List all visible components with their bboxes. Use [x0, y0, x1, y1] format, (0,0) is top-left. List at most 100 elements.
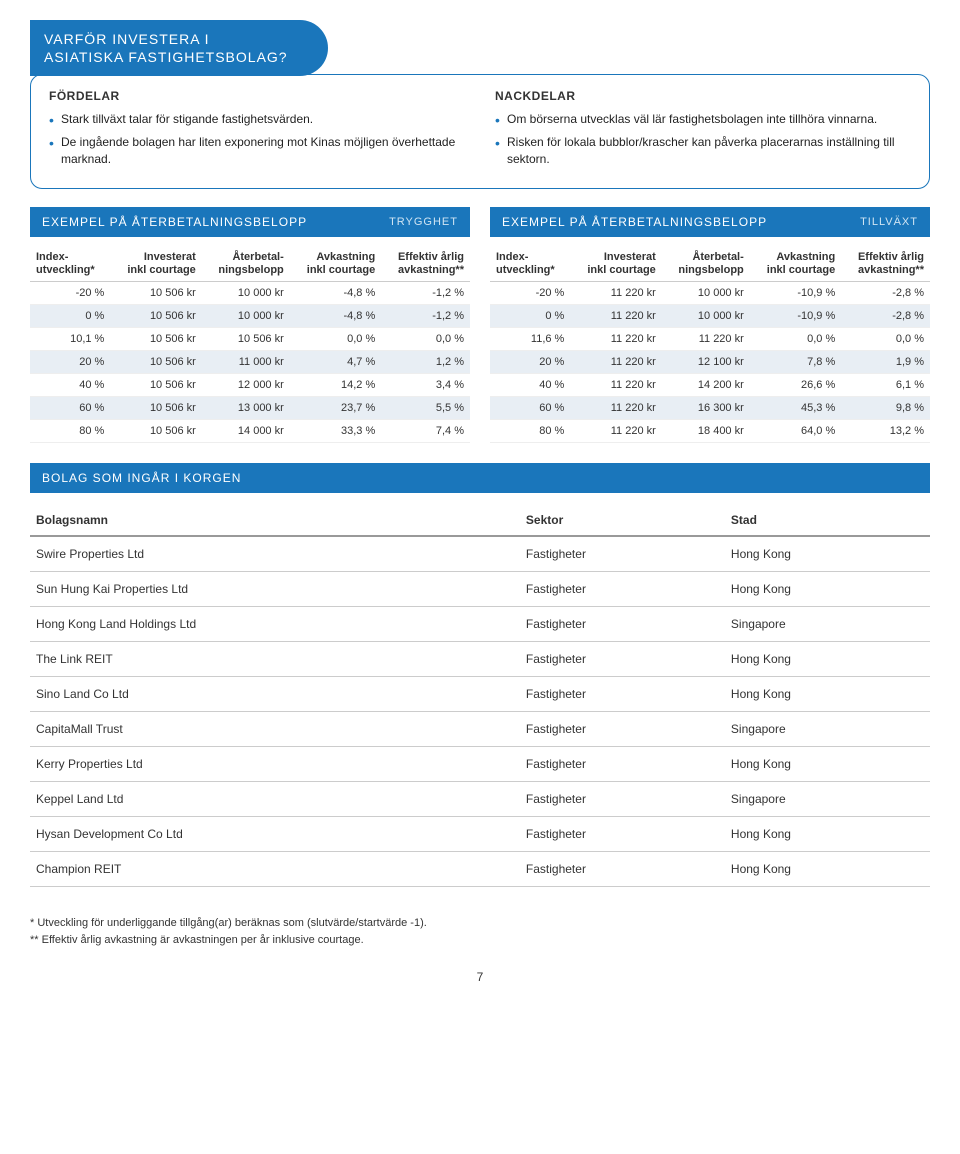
- table-row: 80 %11 220 kr18 400 kr64,0 %13,2 %: [490, 420, 930, 443]
- table-cell: Hong Kong Land Holdings Ltd: [30, 607, 520, 642]
- example-title: EXEMPEL PÅ ÅTERBETALNINGSBELOPP: [42, 215, 307, 229]
- table-cell: 11 220 kr: [570, 351, 661, 374]
- table-cell: Fastigheter: [520, 572, 725, 607]
- table-body: -20 %10 506 kr10 000 kr-4,8 %-1,2 %0 %10…: [30, 282, 470, 443]
- table-cell: 11 220 kr: [662, 328, 750, 351]
- table-cell: 20 %: [30, 351, 110, 374]
- table-body: Swire Properties LtdFastigheterHong Kong…: [30, 536, 930, 887]
- table-cell: Fastigheter: [520, 642, 725, 677]
- pros-column: FÖRDELAR Stark tillväxt talar för stigan…: [49, 89, 465, 173]
- table-cell: Singapore: [725, 607, 930, 642]
- column-header: Avkastninginkl courtage: [750, 247, 841, 282]
- table-cell: 80 %: [30, 420, 110, 443]
- table-cell: Fastigheter: [520, 677, 725, 712]
- table-cell: 13,2 %: [841, 420, 930, 443]
- table-cell: 13 000 kr: [202, 397, 290, 420]
- table-cell: Hong Kong: [725, 747, 930, 782]
- table-cell: 10 506 kr: [110, 282, 201, 305]
- callout-body: FÖRDELAR Stark tillväxt talar för stigan…: [30, 74, 930, 188]
- table-cell: -1,2 %: [381, 305, 470, 328]
- table-cell: 60 %: [30, 397, 110, 420]
- callout-title-line1: VARFÖR INVESTERA I: [44, 31, 210, 47]
- table-row: Hong Kong Land Holdings LtdFastigheterSi…: [30, 607, 930, 642]
- example-table-trygghet: Index-utveckling*Investeratinkl courtage…: [30, 247, 470, 443]
- table-cell: Hong Kong: [725, 536, 930, 572]
- list-item: De ingående bolagen har liten exponering…: [49, 134, 465, 168]
- table-row: Sun Hung Kai Properties LtdFastigheterHo…: [30, 572, 930, 607]
- table-cell: 14 000 kr: [202, 420, 290, 443]
- table-cell: 60 %: [490, 397, 570, 420]
- table-cell: 45,3 %: [750, 397, 841, 420]
- table-cell: 11 220 kr: [570, 282, 661, 305]
- column-header: Effektiv årligavkastning**: [841, 247, 930, 282]
- table-cell: -10,9 %: [750, 282, 841, 305]
- table-cell: 20 %: [490, 351, 570, 374]
- list-item: Om börserna utvecklas väl lär fastighets…: [495, 111, 911, 128]
- example-title: EXEMPEL PÅ ÅTERBETALNINGSBELOPP: [502, 215, 767, 229]
- table-cell: Fastigheter: [520, 852, 725, 887]
- table-row: 40 %10 506 kr12 000 kr14,2 %3,4 %: [30, 374, 470, 397]
- table-row: Kerry Properties LtdFastigheterHong Kong: [30, 747, 930, 782]
- table-cell: 40 %: [490, 374, 570, 397]
- table-cell: 14,2 %: [290, 374, 381, 397]
- table-cell: 64,0 %: [750, 420, 841, 443]
- table-cell: 10 506 kr: [110, 351, 201, 374]
- table-row: 20 %11 220 kr12 100 kr7,8 %1,9 %: [490, 351, 930, 374]
- list-item: Risken för lokala bubblor/krascher kan p…: [495, 134, 911, 168]
- table-row: Swire Properties LtdFastigheterHong Kong: [30, 536, 930, 572]
- table-cell: Fastigheter: [520, 817, 725, 852]
- table-cell: -1,2 %: [381, 282, 470, 305]
- table-cell: 80 %: [490, 420, 570, 443]
- table-cell: 1,2 %: [381, 351, 470, 374]
- column-header: Stad: [725, 505, 930, 536]
- example-tag: TILLVÄXT: [860, 216, 918, 228]
- table-body: -20 %11 220 kr10 000 kr-10,9 %-2,8 %0 %1…: [490, 282, 930, 443]
- table-row: 60 %11 220 kr16 300 kr45,3 %9,8 %: [490, 397, 930, 420]
- table-cell: 12 000 kr: [202, 374, 290, 397]
- table-cell: 16 300 kr: [662, 397, 750, 420]
- table-cell: 0,0 %: [750, 328, 841, 351]
- table-cell: 10 000 kr: [662, 305, 750, 328]
- footnote-2: ** Effektiv årlig avkastning är avkastni…: [30, 932, 930, 949]
- column-header: Investeratinkl courtage: [110, 247, 201, 282]
- page-number: 7: [30, 970, 930, 984]
- table-cell: 14 200 kr: [662, 374, 750, 397]
- column-header: Sektor: [520, 505, 725, 536]
- callout-title-line2: ASIATISKA FASTIGHETSBOLAG?: [44, 49, 288, 65]
- table-cell: Hong Kong: [725, 642, 930, 677]
- table-row: -20 %10 506 kr10 000 kr-4,8 %-1,2 %: [30, 282, 470, 305]
- table-cell: 6,1 %: [841, 374, 930, 397]
- table-row: 0 %11 220 kr10 000 kr-10,9 %-2,8 %: [490, 305, 930, 328]
- column-header: Index-utveckling*: [30, 247, 110, 282]
- example-block-trygghet: EXEMPEL PÅ ÅTERBETALNINGSBELOPP TRYGGHET…: [30, 207, 470, 443]
- table-row: Champion REITFastigheterHong Kong: [30, 852, 930, 887]
- table-cell: 11 220 kr: [570, 305, 661, 328]
- table-row: 40 %11 220 kr14 200 kr26,6 %6,1 %: [490, 374, 930, 397]
- column-header: Investeratinkl courtage: [570, 247, 661, 282]
- table-cell: 0,0 %: [290, 328, 381, 351]
- table-cell: -20 %: [490, 282, 570, 305]
- table-cell: 9,8 %: [841, 397, 930, 420]
- column-header: Återbetal-ningsbelopp: [662, 247, 750, 282]
- table-cell: 33,3 %: [290, 420, 381, 443]
- table-cell: 10 506 kr: [110, 328, 201, 351]
- table-cell: -10,9 %: [750, 305, 841, 328]
- example-header: EXEMPEL PÅ ÅTERBETALNINGSBELOPP TRYGGHET: [30, 207, 470, 237]
- table-cell: Fastigheter: [520, 712, 725, 747]
- table-row: 60 %10 506 kr13 000 kr23,7 %5,5 %: [30, 397, 470, 420]
- table-cell: Sino Land Co Ltd: [30, 677, 520, 712]
- table-cell: 1,9 %: [841, 351, 930, 374]
- companies-table: BolagsnamnSektorStad Swire Properties Lt…: [30, 505, 930, 887]
- table-cell: Hysan Development Co Ltd: [30, 817, 520, 852]
- table-cell: 0 %: [30, 305, 110, 328]
- table-cell: The Link REIT: [30, 642, 520, 677]
- footnotes: * Utveckling för underliggande tillgång(…: [30, 915, 930, 948]
- table-header-row: Index-utveckling*Investeratinkl courtage…: [490, 247, 930, 282]
- table-cell: 11 220 kr: [570, 328, 661, 351]
- table-cell: Fastigheter: [520, 607, 725, 642]
- example-header: EXEMPEL PÅ ÅTERBETALNINGSBELOPP TILLVÄXT: [490, 207, 930, 237]
- table-row: 20 %10 506 kr11 000 kr4,7 %1,2 %: [30, 351, 470, 374]
- table-cell: Hong Kong: [725, 852, 930, 887]
- column-header: Bolagsnamn: [30, 505, 520, 536]
- table-cell: Fastigheter: [520, 747, 725, 782]
